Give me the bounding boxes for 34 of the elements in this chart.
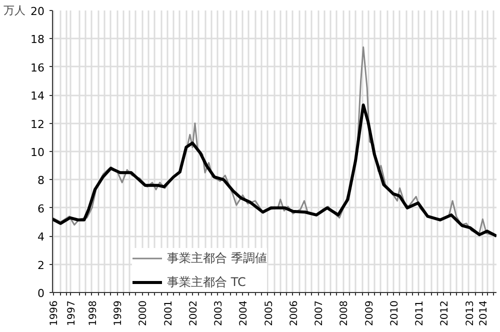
x-tick-label: 2007 xyxy=(314,300,326,326)
y-tick-label: 18 xyxy=(30,33,45,46)
x-tick-label: 2001 xyxy=(163,300,174,326)
x-tick-label: 2012 xyxy=(440,300,451,326)
x-tick-label: 1999 xyxy=(113,300,124,326)
y-tick-label: 2 xyxy=(38,258,44,272)
y-tick-label: 6 xyxy=(38,202,44,216)
x-tick-label: 2008 xyxy=(339,300,350,326)
x-tick-label: 2005 xyxy=(264,300,275,326)
x-tick-label: 2011 xyxy=(414,300,426,326)
x-tick-label: 2010 xyxy=(389,300,400,326)
y-tick-label: 0 xyxy=(38,287,44,300)
y-tick-label: 4 xyxy=(38,230,44,244)
y-tick-label: 12 xyxy=(30,118,45,131)
y-tick-label: 10 xyxy=(30,146,45,159)
x-tick-label: 2006 xyxy=(288,300,300,326)
x-tick-label: 2009 xyxy=(364,300,376,326)
y-axis-title: 万人 xyxy=(4,4,26,17)
x-tick-label: 2013 xyxy=(464,300,476,326)
x-tick-label: 1997 xyxy=(66,300,78,326)
y-tick-label: 20 xyxy=(30,5,45,18)
x-tick-label: 2004 xyxy=(238,300,250,326)
x-tick-label: 1998 xyxy=(88,300,99,326)
x-tick-label: 2003 xyxy=(214,300,225,326)
x-tick-label: 2000 xyxy=(138,300,150,326)
y-tick-label: 8 xyxy=(38,174,44,188)
y-tick-label: 14 xyxy=(30,90,45,103)
legend-label: 事業主都合 季調値 xyxy=(167,250,267,266)
line-series xyxy=(52,103,496,238)
y-tick-label: 16 xyxy=(30,61,45,74)
x-tick-label: 2002 xyxy=(188,300,200,326)
x-tick-label: 1996 xyxy=(49,300,60,326)
x-tick-label: 2014 xyxy=(478,300,490,326)
legend-label: 事業主都合 TC xyxy=(167,274,246,290)
